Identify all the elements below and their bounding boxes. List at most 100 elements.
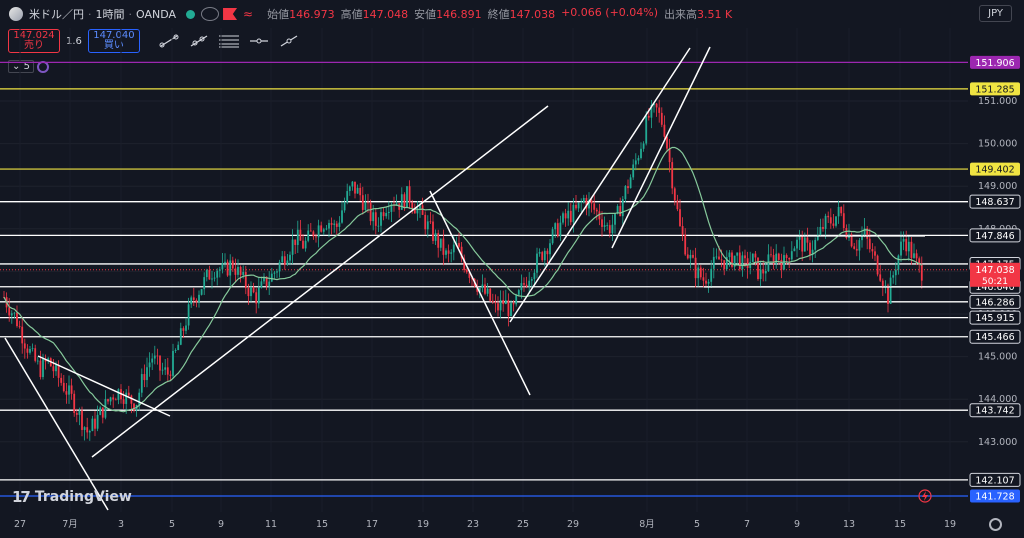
horizontal-line-tool-icon[interactable]: [246, 30, 272, 52]
price-line-label-box[interactable]: [969, 329, 1021, 344]
candle: [913, 253, 915, 258]
price-tick-label: 144.000: [978, 394, 1017, 405]
price-line-label-box[interactable]: [970, 55, 1020, 69]
trend-line[interactable]: [611, 46, 711, 249]
candle: [790, 251, 793, 260]
candle: [286, 260, 289, 265]
candle: [156, 355, 159, 357]
price-line-label: 141.728: [975, 491, 1014, 502]
price-line-label-box[interactable]: [970, 489, 1020, 503]
countdown-label: 50:21: [982, 277, 1008, 287]
candle: [387, 211, 390, 214]
candle: [307, 230, 310, 241]
volume-value: 3.51 K: [697, 8, 733, 21]
buy-button[interactable]: 147.040 買い: [87, 29, 140, 53]
candle: [562, 213, 564, 223]
candle: [780, 259, 783, 270]
candle: [265, 276, 268, 287]
candle: [406, 186, 408, 208]
price-line-label-box[interactable]: [970, 162, 1020, 176]
close-value: 147.038: [509, 8, 556, 21]
candle: [445, 250, 447, 255]
symbol-name[interactable]: 米ドル／円: [29, 8, 84, 21]
candle: [75, 413, 78, 415]
ray-tool-icon[interactable]: [186, 30, 212, 52]
candle: [257, 287, 260, 304]
candle: [746, 258, 749, 269]
candle: [13, 312, 16, 314]
candle: [247, 288, 250, 297]
time-axis[interactable]: 27 7月 3 5 9 11 15 17 19 23 25 29 8月 5 7 9 13 15 19: [14, 519, 956, 530]
candle: [182, 328, 185, 331]
candle: [559, 222, 562, 237]
lightning-icon[interactable]: [918, 489, 932, 503]
price-line-label-box[interactable]: [969, 310, 1021, 325]
candle: [395, 203, 398, 206]
price-line-label-box[interactable]: [969, 472, 1021, 487]
currency-selector[interactable]: JPY: [979, 5, 1012, 22]
candle: [91, 418, 94, 431]
reset-icon[interactable]: [989, 518, 1002, 531]
candle: [429, 221, 432, 223]
trend-line[interactable]: [509, 47, 691, 323]
trend-line[interactable]: [91, 105, 549, 458]
candle: [18, 326, 21, 327]
trend-line[interactable]: [37, 355, 171, 417]
market-status-icon: [186, 9, 196, 19]
eye-icon[interactable]: [201, 7, 220, 21]
price-line-label-box[interactable]: [969, 403, 1021, 418]
price-tick-label: 145.000: [978, 352, 1017, 363]
candle: [36, 360, 39, 362]
candle: [255, 292, 258, 304]
candle: [452, 244, 455, 253]
candle: [127, 392, 130, 396]
interval-label[interactable]: 1時間: [95, 8, 125, 21]
candle: [871, 249, 874, 252]
candle: [312, 231, 315, 237]
candle: [200, 289, 203, 295]
price-line-label: 151.285: [975, 84, 1014, 95]
candle: [881, 280, 884, 288]
candle: [411, 202, 414, 209]
time-tick-label: 9: [794, 519, 800, 530]
price-line-label-box[interactable]: [970, 82, 1020, 96]
price-line-label: 145.915: [975, 313, 1014, 324]
indicator-legend[interactable]: ⌄ 5: [8, 60, 49, 73]
price-line-label-box[interactable]: [969, 194, 1021, 209]
candle: [840, 206, 843, 214]
candle: [910, 241, 913, 258]
candle: [239, 266, 242, 275]
candle: [94, 418, 96, 429]
time-tick-label: 17: [366, 519, 378, 530]
candle: [34, 348, 37, 361]
price-axis[interactable]: 151.000150.000149.000148.000147.000146.0…: [918, 55, 1021, 503]
candle: [663, 124, 666, 137]
trend-line-tool-icon[interactable]: [156, 30, 182, 52]
sell-button[interactable]: 147.024 売り: [8, 29, 60, 53]
wave-icon[interactable]: ≈: [243, 7, 254, 21]
candle: [684, 234, 687, 255]
extended-line-tool-icon[interactable]: [276, 30, 302, 52]
candle: [632, 164, 635, 178]
indicator-toggle[interactable]: ⌄ 5: [8, 60, 34, 73]
candle: [642, 143, 645, 149]
candle: [543, 250, 546, 261]
candle: [858, 240, 861, 251]
price-line-label: 143.742: [975, 406, 1014, 417]
candle: [621, 199, 624, 217]
price-line-label-box[interactable]: [969, 228, 1021, 243]
candle: [868, 238, 871, 250]
indicator-count: 5: [23, 61, 30, 72]
price-line-label-box[interactable]: [969, 294, 1021, 309]
candle: [161, 369, 164, 371]
candle: [907, 241, 910, 252]
price-line-label: 145.466: [975, 332, 1014, 343]
trend-line[interactable]: [4, 337, 109, 511]
flag-icon[interactable]: [223, 8, 238, 20]
candle: [653, 103, 655, 106]
candle: [517, 290, 520, 295]
trend-line[interactable]: [429, 190, 531, 396]
candle: [725, 257, 728, 270]
fib-tool-icon[interactable]: [216, 30, 242, 52]
